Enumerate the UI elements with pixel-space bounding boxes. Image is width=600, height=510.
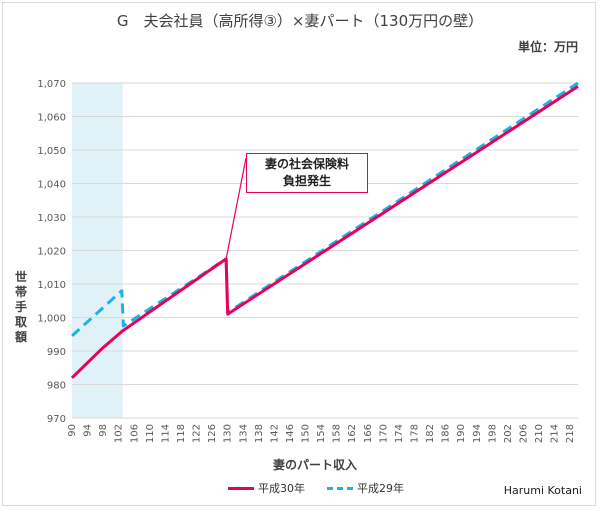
- x-tick-label: 190: [456, 424, 467, 443]
- series-line-h29: [70, 81, 579, 338]
- x-tick-label: 202: [503, 424, 514, 443]
- chart-title: G 夫会社員（高所得③）×妻パート（130万円の壁）: [116, 12, 484, 30]
- x-tick-label: 138: [254, 424, 265, 443]
- x-tick-label: 98: [98, 424, 109, 437]
- x-tick-label: 126: [207, 424, 218, 443]
- x-tick-label: 106: [129, 424, 140, 443]
- legend-label-h29: 平成29年: [357, 482, 404, 495]
- y-tick-label: 1,000: [37, 314, 66, 325]
- x-tick-label: 198: [487, 424, 498, 443]
- annotation-line-2: 負担発生: [282, 174, 331, 188]
- legend-swatch-h30: [228, 486, 254, 490]
- y-tick-label: 970: [47, 414, 66, 425]
- x-tick-label: 214: [550, 424, 561, 443]
- x-tick-label: 122: [192, 424, 203, 443]
- y-axis-label: 世帯手取額: [14, 270, 27, 344]
- x-tick-label: 154: [316, 424, 327, 443]
- x-tick-label: 182: [425, 424, 436, 443]
- y-tick-label: 1,030: [37, 213, 66, 224]
- author-credit: Harumi Kotani: [503, 484, 582, 497]
- legend-item-h30: 平成30年: [228, 480, 305, 496]
- y-tick-label: 1,060: [37, 113, 66, 124]
- x-tick-label: 218: [565, 424, 576, 443]
- legend-label-h30: 平成30年: [258, 482, 305, 495]
- x-tick-label: 134: [238, 424, 249, 443]
- x-tick-label: 150: [301, 424, 312, 443]
- annotation-line-1: 妻の社会保険料: [264, 157, 349, 171]
- x-tick-label: 162: [347, 424, 358, 443]
- y-tick-label: 1,050: [37, 146, 66, 157]
- y-tick-label: 980: [47, 381, 66, 392]
- annotation-box: 妻の社会保険料 負担発生: [246, 153, 368, 193]
- unit-label: 単位：万円: [517, 40, 578, 54]
- x-tick-label: 90: [67, 424, 78, 437]
- x-tick-label: 110: [145, 424, 156, 443]
- x-tick-label: 174: [394, 424, 405, 443]
- x-tick-label: 194: [472, 424, 483, 443]
- legend-item-h29: 平成29年: [327, 480, 404, 496]
- series-line-h30: [70, 85, 579, 379]
- x-tick-label: 142: [269, 424, 280, 443]
- x-tick-label: 114: [160, 424, 171, 443]
- y-tick-label: 1,010: [37, 280, 66, 291]
- x-tick-label: 166: [363, 424, 374, 443]
- x-axis-label: 妻のパート収入: [272, 458, 357, 472]
- annotation-pointer: [225, 157, 247, 259]
- y-tick-label: 1,040: [37, 180, 66, 191]
- chart-frame: [2, 2, 596, 506]
- x-tick-label: 186: [441, 424, 452, 443]
- x-tick-label: 170: [378, 424, 389, 443]
- x-tick-label: 158: [332, 424, 343, 443]
- x-tick-label: 210: [534, 424, 545, 443]
- x-tick-label: 94: [83, 424, 94, 437]
- y-tick-label: 1,020: [37, 247, 66, 258]
- x-tick-label: 130: [223, 424, 234, 443]
- legend: 平成30年 平成29年: [228, 480, 418, 496]
- x-tick-label: 146: [285, 424, 296, 443]
- x-tick-label: 118: [176, 424, 187, 443]
- x-tick-label: 206: [519, 424, 530, 443]
- legend-swatch-h29: [327, 486, 353, 490]
- y-tick-label: 1,070: [37, 79, 66, 90]
- x-tick-label: 102: [114, 424, 125, 443]
- y-tick-label: 990: [47, 347, 66, 358]
- x-tick-label: 178: [410, 424, 421, 443]
